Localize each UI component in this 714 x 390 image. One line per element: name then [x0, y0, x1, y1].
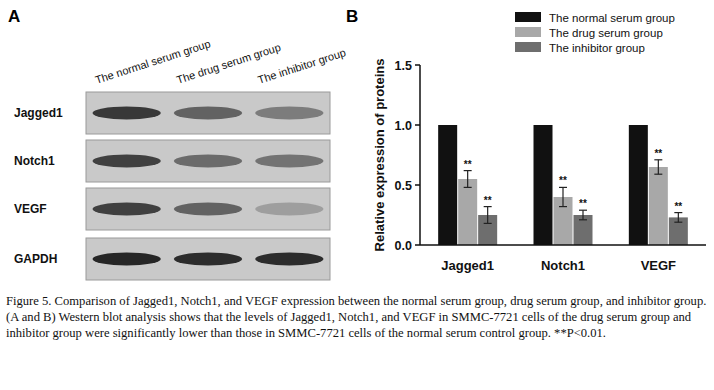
error-cap [654, 174, 662, 175]
error-bar [559, 187, 567, 206]
blot-band [93, 203, 161, 216]
error-cap [559, 187, 567, 188]
error-cap [484, 206, 492, 207]
significance: ** [579, 198, 587, 209]
error-line [582, 210, 583, 220]
bar [458, 179, 477, 245]
blot-row-label: Notch1 [14, 154, 55, 168]
y-tick-label: 0.5 [395, 179, 412, 193]
error-cap [559, 206, 567, 207]
x-tick-label: Notch1 [541, 258, 585, 273]
x-axis [420, 244, 706, 246]
blot-band [174, 107, 242, 120]
error-line [487, 207, 488, 224]
error-bar [579, 210, 587, 220]
error-cap [484, 223, 492, 224]
bar [574, 215, 593, 245]
blot-strip [86, 140, 330, 182]
plot-area [438, 125, 688, 245]
significance: ** [654, 148, 662, 159]
blot-band [255, 253, 323, 266]
x-tick-label: VEGF [641, 258, 676, 273]
significance: ** [484, 195, 492, 206]
error-line [467, 171, 468, 188]
error-cap [579, 210, 587, 211]
blot-strip [86, 238, 330, 280]
blot-strip [86, 92, 330, 134]
blot-band [174, 155, 242, 168]
blot-band [255, 107, 323, 120]
error-line [562, 187, 563, 206]
blot-band [93, 253, 161, 266]
significance: ** [559, 175, 567, 186]
error-cap [674, 212, 682, 213]
legend-swatch [515, 42, 541, 52]
y-tick-label: 1.5 [395, 59, 412, 73]
y-tick [415, 244, 420, 246]
y-axis-label: Relative expression of proteins [372, 59, 387, 252]
bar [629, 125, 648, 245]
error-cap [464, 187, 472, 188]
blot-band [93, 107, 161, 120]
error-bar [464, 171, 472, 188]
error-cap [674, 222, 682, 223]
error-bar [484, 207, 492, 224]
blot-band [255, 203, 323, 216]
significance: ** [674, 201, 682, 212]
x-tick-label: Jagged1 [441, 258, 494, 273]
panel-label: B [346, 7, 358, 26]
significance: ** [464, 159, 472, 170]
error-cap [579, 219, 587, 220]
error-line [658, 160, 659, 174]
error-line [678, 213, 679, 223]
blot-column-label: The inhibitor group [256, 46, 347, 86]
legend-swatch [515, 27, 541, 37]
y-tick [415, 184, 420, 186]
panel-label: A [8, 7, 20, 26]
bar [534, 125, 553, 245]
blot-row-label: Jagged1 [14, 106, 63, 120]
legend-label: The inhibitor group [549, 42, 645, 54]
blot-row-label: VEGF [14, 202, 47, 216]
caption: Figure 5. Comparison of Jagged1, Notch1,… [6, 293, 708, 341]
blot-band [174, 203, 242, 216]
y-tick-label: 1.0 [395, 119, 412, 133]
error-bar [654, 160, 662, 174]
blot-band [93, 155, 161, 168]
blot-band [174, 253, 242, 266]
error-bar [674, 213, 682, 223]
bar [649, 167, 668, 245]
bar [438, 125, 457, 245]
blot-strip [86, 188, 330, 230]
legend-label: The drug serum group [549, 27, 663, 39]
blot-row-label: GAPDH [14, 252, 57, 266]
y-tick [415, 124, 420, 126]
error-cap [464, 170, 472, 171]
y-axis [419, 65, 421, 245]
y-tick [415, 64, 420, 66]
y-tick-label: 0.0 [395, 239, 412, 253]
blot-band [255, 155, 323, 168]
legend-swatch [515, 12, 541, 22]
legend-label: The normal serum group [549, 12, 675, 24]
error-cap [654, 159, 662, 160]
